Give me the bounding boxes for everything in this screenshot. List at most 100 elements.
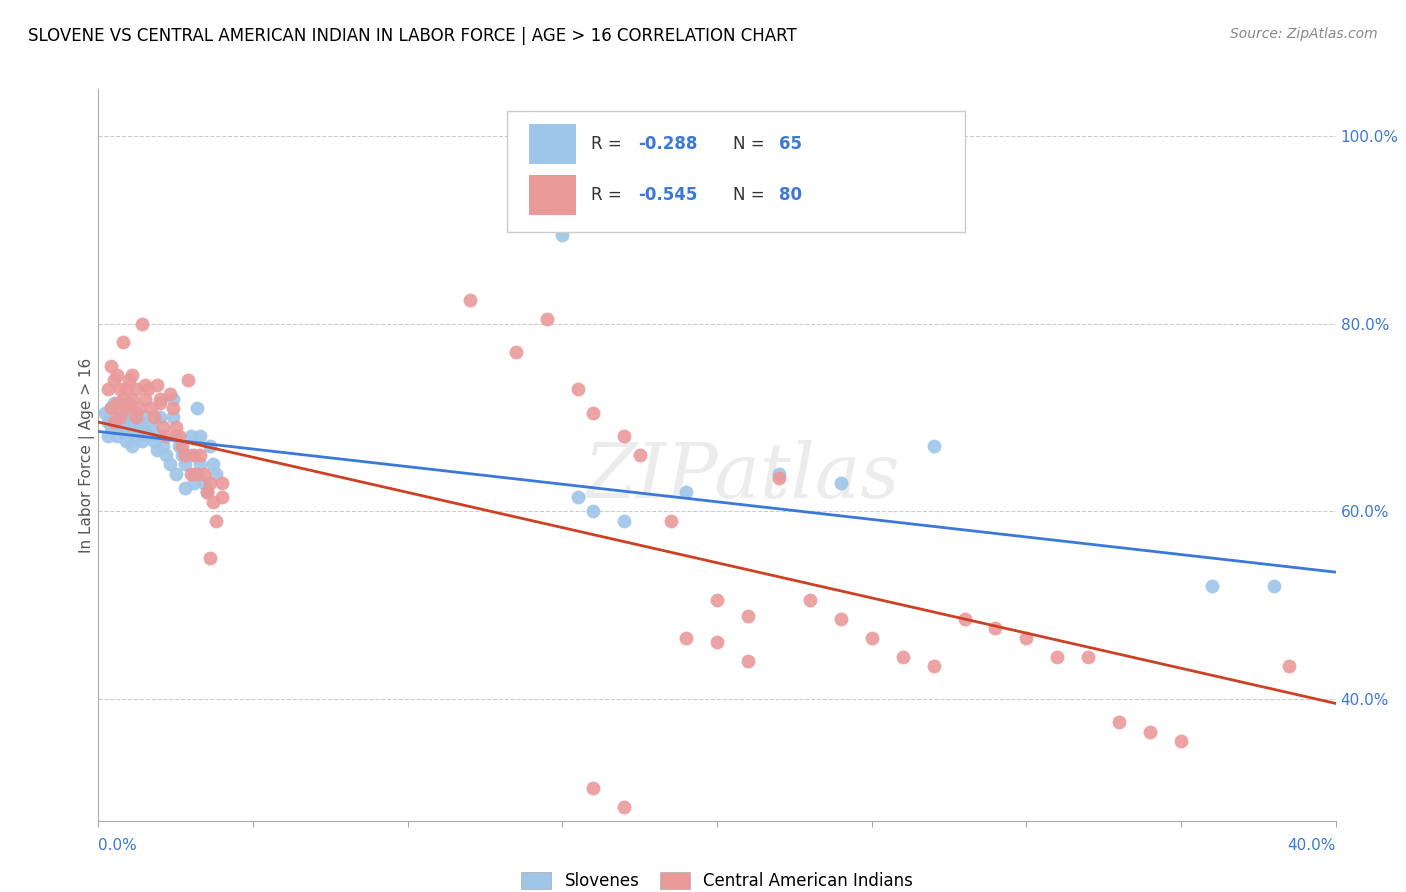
Point xyxy=(1201,579,1223,593)
Point xyxy=(112,415,135,429)
Point xyxy=(613,514,636,528)
Point xyxy=(134,410,156,425)
Point xyxy=(177,373,200,387)
Point xyxy=(118,425,141,439)
Point xyxy=(706,635,728,649)
Point xyxy=(103,415,125,429)
Text: N =: N = xyxy=(733,135,770,153)
Point xyxy=(124,410,146,425)
Point xyxy=(149,396,172,410)
Point xyxy=(93,406,115,420)
Point xyxy=(97,382,120,396)
Point xyxy=(1077,649,1099,664)
Point xyxy=(105,368,128,383)
Point xyxy=(162,401,184,415)
Point xyxy=(100,401,122,415)
Point xyxy=(167,429,190,443)
Point xyxy=(149,392,172,406)
Point xyxy=(134,377,156,392)
Point xyxy=(155,448,177,462)
Point xyxy=(193,476,215,491)
Point xyxy=(131,434,153,448)
Point xyxy=(174,458,197,472)
Point xyxy=(180,429,202,443)
Point xyxy=(174,448,197,462)
Point xyxy=(134,392,156,406)
Point xyxy=(1046,649,1069,664)
Point xyxy=(201,458,224,472)
Point xyxy=(190,458,212,472)
Point xyxy=(118,373,141,387)
Point xyxy=(118,396,141,410)
Point xyxy=(505,344,527,359)
Point xyxy=(170,438,193,452)
Point xyxy=(143,434,166,448)
Point xyxy=(115,434,138,448)
Point xyxy=(112,425,135,439)
Point xyxy=(193,467,215,481)
Point xyxy=(134,425,156,439)
Text: SLOVENE VS CENTRAL AMERICAN INDIAN IN LABOR FORCE | AGE > 16 CORRELATION CHART: SLOVENE VS CENTRAL AMERICAN INDIAN IN LA… xyxy=(28,27,797,45)
Point xyxy=(128,401,150,415)
Point xyxy=(121,392,143,406)
FancyBboxPatch shape xyxy=(506,112,965,232)
FancyBboxPatch shape xyxy=(529,124,576,164)
Point xyxy=(180,467,202,481)
Point xyxy=(100,359,122,373)
Point xyxy=(146,443,169,458)
Point xyxy=(891,649,914,664)
Point xyxy=(121,438,143,452)
Point xyxy=(159,387,181,401)
Point xyxy=(136,382,159,396)
Point xyxy=(105,406,128,420)
Point xyxy=(582,780,605,795)
Point xyxy=(100,419,122,434)
Point xyxy=(830,476,852,491)
Point xyxy=(768,467,790,481)
FancyBboxPatch shape xyxy=(529,175,576,215)
Point xyxy=(613,799,636,814)
Point xyxy=(97,415,120,429)
Point xyxy=(146,377,169,392)
Point xyxy=(195,485,218,500)
Text: 80: 80 xyxy=(779,186,801,204)
Point xyxy=(103,415,125,429)
Text: -0.288: -0.288 xyxy=(638,135,697,153)
Point xyxy=(139,401,162,415)
Point xyxy=(830,612,852,626)
Point xyxy=(165,419,187,434)
Point xyxy=(143,410,166,425)
Point xyxy=(190,448,212,462)
Point xyxy=(152,419,174,434)
Point xyxy=(1015,631,1038,645)
Point xyxy=(159,458,181,472)
Point xyxy=(567,490,589,504)
Point xyxy=(170,448,193,462)
Point xyxy=(108,396,131,410)
Text: N =: N = xyxy=(733,186,770,204)
Point xyxy=(174,481,197,495)
Point xyxy=(124,406,146,420)
Point xyxy=(1278,659,1301,673)
Text: 40.0%: 40.0% xyxy=(1288,838,1336,853)
Point xyxy=(118,406,141,420)
Point xyxy=(675,631,697,645)
Point xyxy=(108,419,131,434)
Point xyxy=(124,382,146,396)
Point xyxy=(152,438,174,452)
Point xyxy=(165,429,187,443)
Point xyxy=(1170,734,1192,748)
Point xyxy=(149,429,172,443)
Point xyxy=(737,654,759,668)
Point xyxy=(205,514,228,528)
Point xyxy=(984,621,1007,635)
Point xyxy=(112,335,135,350)
Point xyxy=(567,382,589,396)
Point xyxy=(922,438,945,452)
Point xyxy=(121,415,143,429)
Point xyxy=(953,612,976,626)
Text: 65: 65 xyxy=(779,135,801,153)
Point xyxy=(139,419,162,434)
Point xyxy=(124,429,146,443)
Point xyxy=(131,317,153,331)
